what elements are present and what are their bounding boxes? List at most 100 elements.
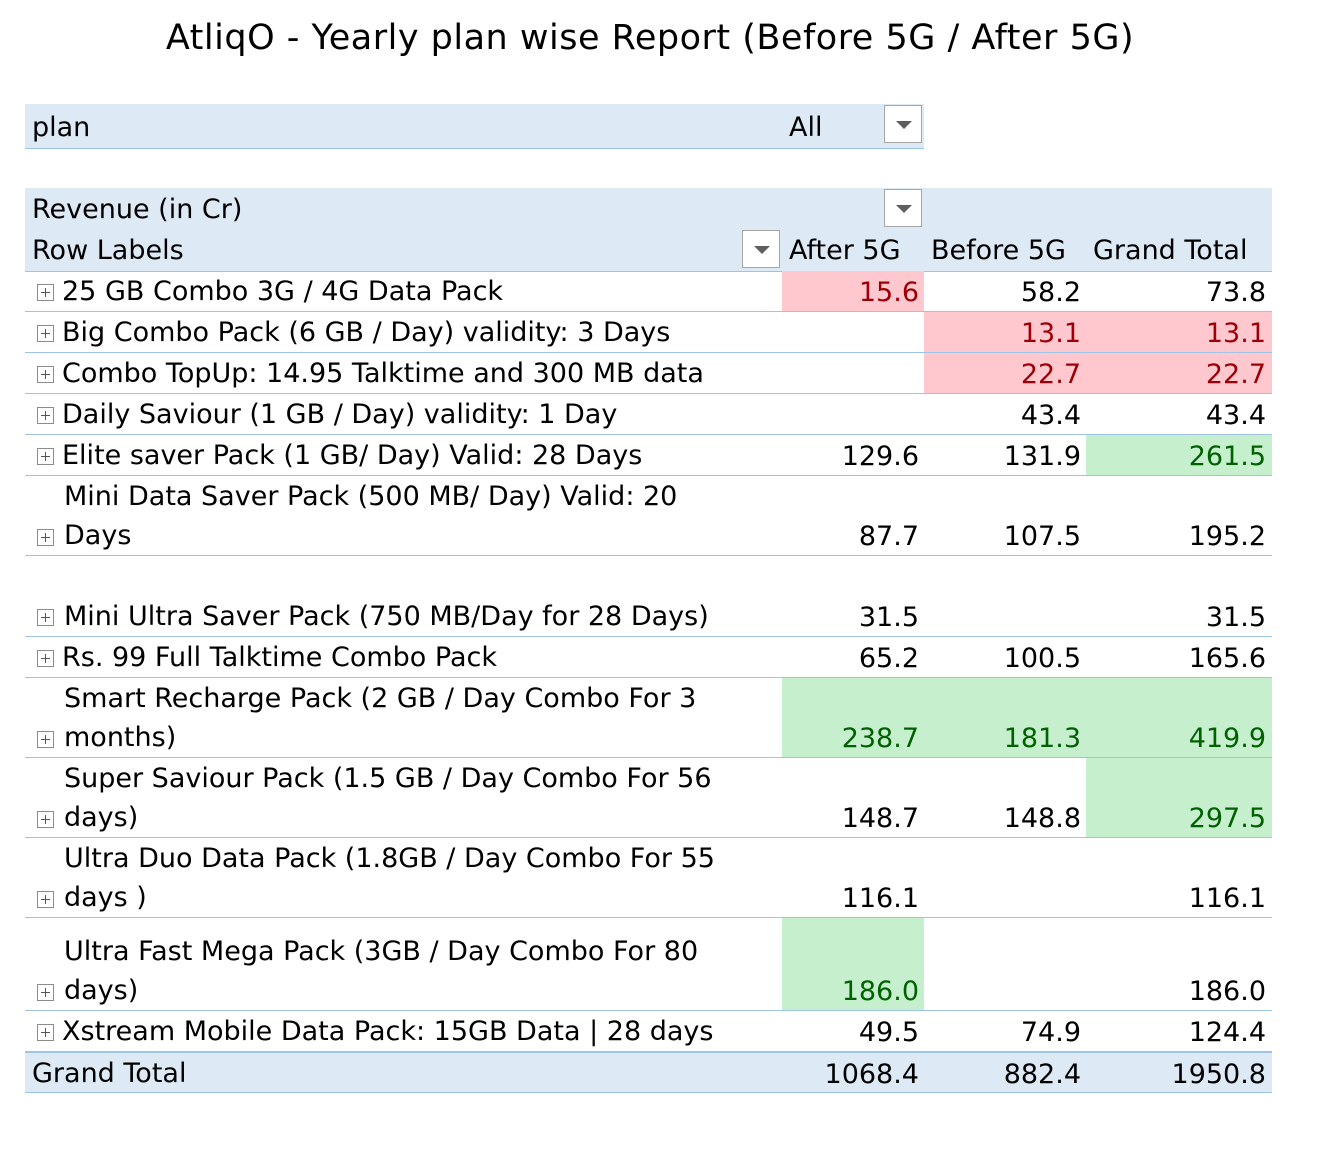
row-label: 25 GB Combo 3G / 4G Data Pack xyxy=(62,276,504,307)
expand-icon[interactable] xyxy=(37,448,54,465)
row-label: Elite saver Pack (1 GB/ Day) Valid: 28 D… xyxy=(62,440,643,471)
row-label: Mini Data Saver Pack (500 MB/ Day) Valid… xyxy=(64,481,678,512)
expand-icon[interactable] xyxy=(37,407,54,424)
table-row: Combo TopUp: 14.95 Talktime and 300 MB d… xyxy=(25,353,1272,394)
row-label-continued: months) xyxy=(64,722,177,753)
report-title: AtliqO - Yearly plan wise Report (Before… xyxy=(165,18,1135,58)
row-label: Ultra Fast Mega Pack (3GB / Day Combo Fo… xyxy=(64,936,699,967)
cell-grand-total: 13.1 xyxy=(1205,318,1266,349)
cell-before-5g: 13.1 xyxy=(1020,318,1081,349)
cell-after-5g: 148.7 xyxy=(841,803,919,834)
cell-grand-total: 419.9 xyxy=(1188,723,1266,754)
row-label: Combo TopUp: 14.95 Talktime and 300 MB d… xyxy=(62,358,704,389)
cell-grand-total: 261.5 xyxy=(1188,441,1266,472)
filter-row xyxy=(25,104,924,149)
cell-grand-total: 116.1 xyxy=(1188,883,1266,914)
expand-icon[interactable] xyxy=(37,891,54,908)
high-value-highlight xyxy=(782,678,1272,757)
cell-before-5g: 22.7 xyxy=(1020,359,1081,390)
table-row: Super Saviour Pack (1.5 GB / Day Combo F… xyxy=(25,758,1272,838)
expand-icon[interactable] xyxy=(37,984,54,1001)
cell-after-5g: 65.2 xyxy=(858,643,919,674)
expand-icon[interactable] xyxy=(37,284,54,301)
cell-before-5g: 181.3 xyxy=(1003,723,1081,754)
table-row: Ultra Fast Mega Pack (3GB / Day Combo Fo… xyxy=(25,918,1272,1011)
cell-before-5g: 74.9 xyxy=(1020,1017,1081,1048)
cell-before-5g: 148.8 xyxy=(1003,803,1081,834)
pivot-header xyxy=(25,188,1272,272)
row-label: Ultra Duo Data Pack (1.8GB / Day Combo F… xyxy=(64,843,715,874)
low-value-highlight xyxy=(924,353,1272,393)
row-labels-filter-button[interactable] xyxy=(742,230,780,268)
expand-icon[interactable] xyxy=(37,650,54,667)
cell-before-5g: 131.9 xyxy=(1003,441,1081,472)
cell-after-5g: 116.1 xyxy=(841,883,919,914)
cell-after-5g: 15.6 xyxy=(858,277,919,308)
row-label-continued: days) xyxy=(64,802,139,833)
cell-after-5g: 31.5 xyxy=(858,602,919,633)
cell-after-5g: 129.6 xyxy=(841,441,919,472)
grand-total-label: Grand Total xyxy=(32,1058,187,1089)
expand-icon[interactable] xyxy=(37,529,54,546)
cell-before-5g: 58.2 xyxy=(1020,277,1081,308)
table-row: Ultra Duo Data Pack (1.8GB / Day Combo F… xyxy=(25,838,1272,918)
row-label: Daily Saviour (1 GB / Day) validity: 1 D… xyxy=(62,399,618,430)
grand-total-before-5g: 882.4 xyxy=(1003,1059,1081,1090)
table-row: Xstream Mobile Data Pack: 15GB Data | 28… xyxy=(25,1011,1272,1052)
table-row: Daily Saviour (1 GB / Day) validity: 1 D… xyxy=(25,394,1272,435)
high-value-highlight xyxy=(1086,435,1272,475)
row-label: Xstream Mobile Data Pack: 15GB Data | 28… xyxy=(62,1016,714,1047)
table-row: Big Combo Pack (6 GB / Day) validity: 3 … xyxy=(25,312,1272,353)
grand-total-row: Grand Total 1068.4 882.4 1950.8 xyxy=(25,1052,1272,1093)
low-value-highlight xyxy=(782,271,924,311)
filter-label: plan xyxy=(32,112,91,143)
expand-icon[interactable] xyxy=(37,325,54,342)
cell-grand-total: 186.0 xyxy=(1188,976,1266,1007)
cell-after-5g: 238.7 xyxy=(841,723,919,754)
row-label: Mini Ultra Saver Pack (750 MB/Day for 28… xyxy=(64,601,709,632)
high-value-highlight xyxy=(1086,758,1272,837)
filter-value[interactable]: All xyxy=(789,112,823,143)
row-label: Rs. 99 Full Talktime Combo Pack xyxy=(62,642,497,673)
row-labels-header: Row Labels xyxy=(32,235,184,266)
cell-grand-total: 31.5 xyxy=(1205,602,1266,633)
cell-after-5g: 49.5 xyxy=(858,1017,919,1048)
cell-grand-total: 43.4 xyxy=(1205,400,1266,431)
expand-icon[interactable] xyxy=(37,811,54,828)
row-label-continued: days) xyxy=(64,975,139,1006)
values-field-label: Revenue (in Cr) xyxy=(32,194,243,225)
row-label: Smart Recharge Pack (2 GB / Day Combo Fo… xyxy=(64,683,697,714)
filter-dropdown-button[interactable] xyxy=(884,105,922,143)
low-value-highlight xyxy=(924,312,1272,352)
cell-grand-total: 22.7 xyxy=(1205,359,1266,390)
cell-after-5g: 87.7 xyxy=(858,521,919,552)
cell-grand-total: 165.6 xyxy=(1188,643,1266,674)
cell-grand-total: 195.2 xyxy=(1188,521,1266,552)
cell-grand-total: 124.4 xyxy=(1188,1017,1266,1048)
column-header-after-5g: After 5G xyxy=(789,235,901,266)
expand-icon[interactable] xyxy=(37,731,54,748)
cell-after-5g: 186.0 xyxy=(841,976,919,1007)
row-label-continued: Days xyxy=(64,520,132,551)
cell-before-5g: 107.5 xyxy=(1003,521,1081,552)
table-row: Mini Ultra Saver Pack (750 MB/Day for 28… xyxy=(25,596,1272,637)
table-row: Elite saver Pack (1 GB/ Day) Valid: 28 D… xyxy=(25,435,1272,476)
grand-total-after-5g: 1068.4 xyxy=(824,1059,919,1090)
table-row: Rs. 99 Full Talktime Combo Pack 65.2 100… xyxy=(25,637,1272,678)
table-row: Smart Recharge Pack (2 GB / Day Combo Fo… xyxy=(25,678,1272,758)
column-header-before-5g: Before 5G xyxy=(931,235,1066,266)
column-header-grand-total: Grand Total xyxy=(1093,235,1248,266)
table-row: Mini Data Saver Pack (500 MB/ Day) Valid… xyxy=(25,476,1272,556)
row-label: Super Saviour Pack (1.5 GB / Day Combo F… xyxy=(64,763,712,794)
high-value-highlight xyxy=(782,918,924,1010)
cell-grand-total: 297.5 xyxy=(1188,803,1266,834)
table-row: 25 GB Combo 3G / 4G Data Pack 15.6 58.2 … xyxy=(25,271,1272,312)
expand-icon[interactable] xyxy=(37,1024,54,1041)
cell-before-5g: 43.4 xyxy=(1020,400,1081,431)
cell-before-5g: 100.5 xyxy=(1003,643,1081,674)
expand-icon[interactable] xyxy=(37,609,54,626)
expand-icon[interactable] xyxy=(37,366,54,383)
grand-total-grand-total: 1950.8 xyxy=(1171,1059,1266,1090)
row-label-continued: days ) xyxy=(64,882,147,913)
columns-dropdown-button[interactable] xyxy=(884,189,922,227)
